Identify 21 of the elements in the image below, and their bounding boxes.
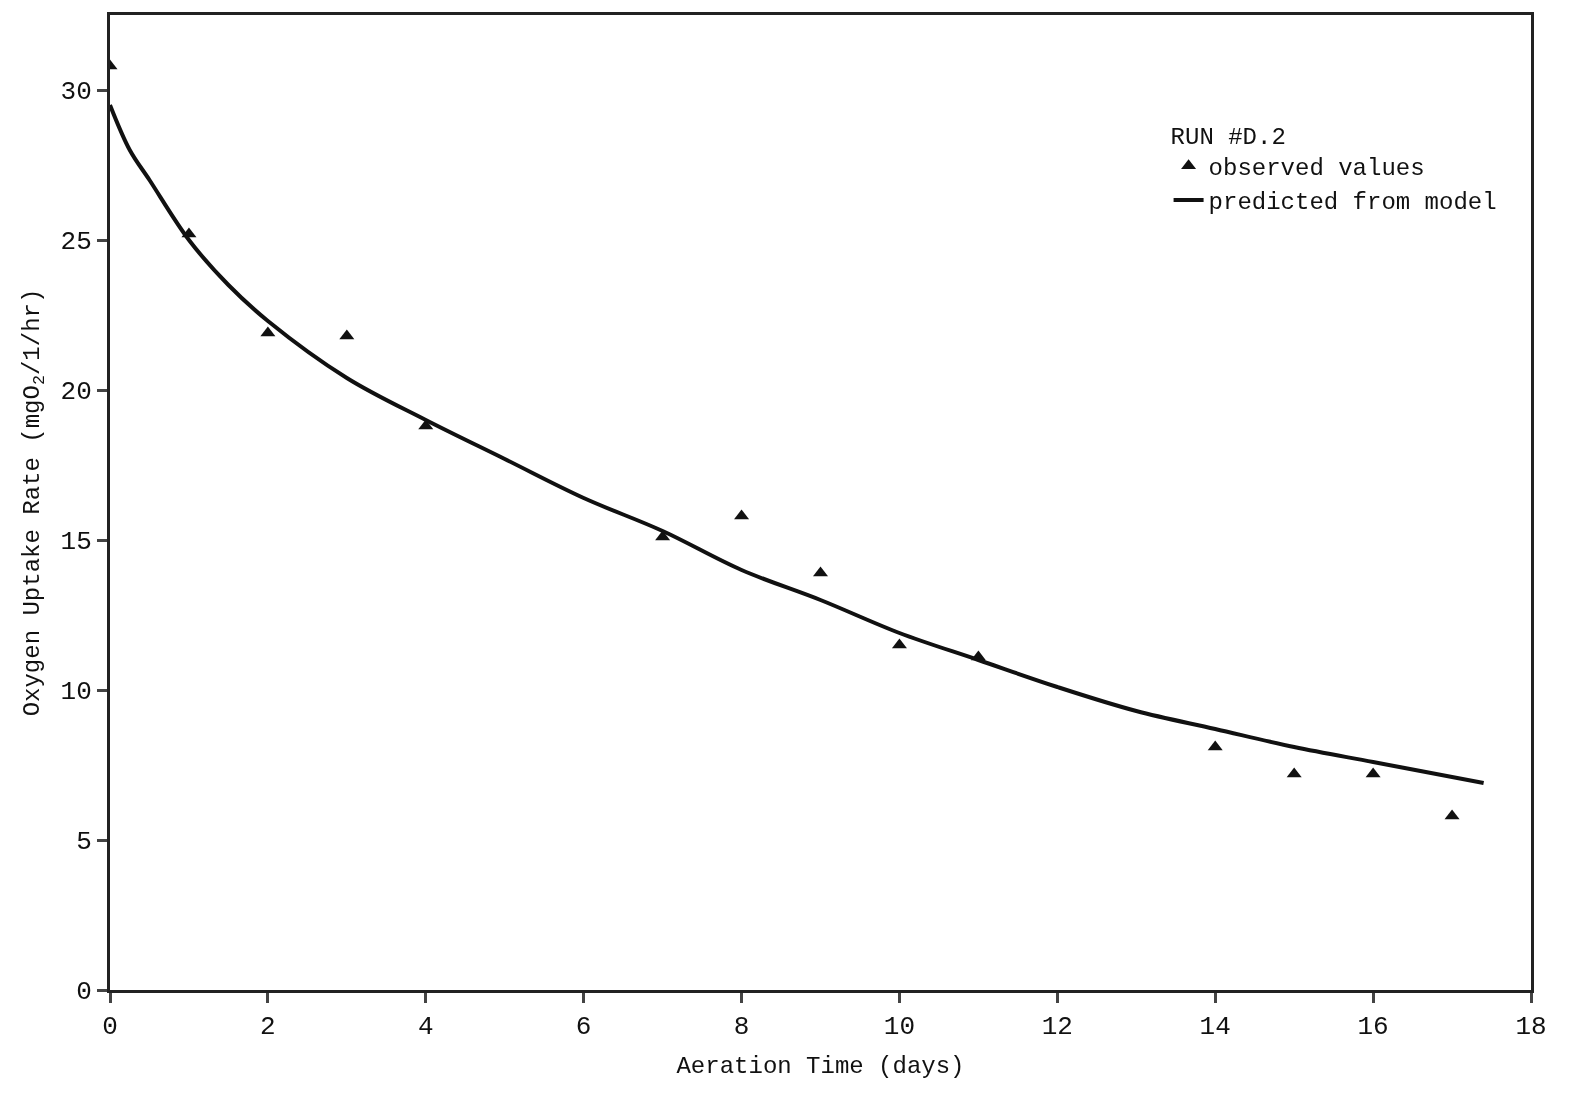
- legend-label: predicted from model: [1208, 189, 1497, 217]
- x-tick-label: 14: [1199, 1012, 1231, 1043]
- x-tick-label: 2: [260, 1012, 276, 1043]
- y-tick-label: 25: [60, 227, 92, 258]
- y-tick-label: 5: [76, 827, 92, 858]
- x-tick-label: 4: [417, 1012, 434, 1043]
- legend-title: RUN #D.2: [1170, 123, 1286, 151]
- y-tick-label: 10: [60, 677, 92, 708]
- y-tick-label: 30: [60, 77, 92, 108]
- x-axis-title: Aeration Time (days): [676, 1052, 965, 1080]
- x-tick-label: 12: [1041, 1012, 1073, 1043]
- y-tick-label: 20: [60, 377, 92, 408]
- legend-label: observed values: [1208, 155, 1425, 183]
- x-tick-label: 8: [733, 1012, 750, 1043]
- x-tick-label: 6: [575, 1012, 592, 1043]
- x-tick-label: 10: [883, 1012, 916, 1043]
- y-tick-label: 15: [60, 527, 92, 558]
- x-tick-label: 0: [102, 1012, 118, 1043]
- x-tick-label: 16: [1357, 1012, 1389, 1043]
- y-tick-label: 0: [76, 977, 92, 1008]
- x-tick-label: 18: [1515, 1012, 1547, 1043]
